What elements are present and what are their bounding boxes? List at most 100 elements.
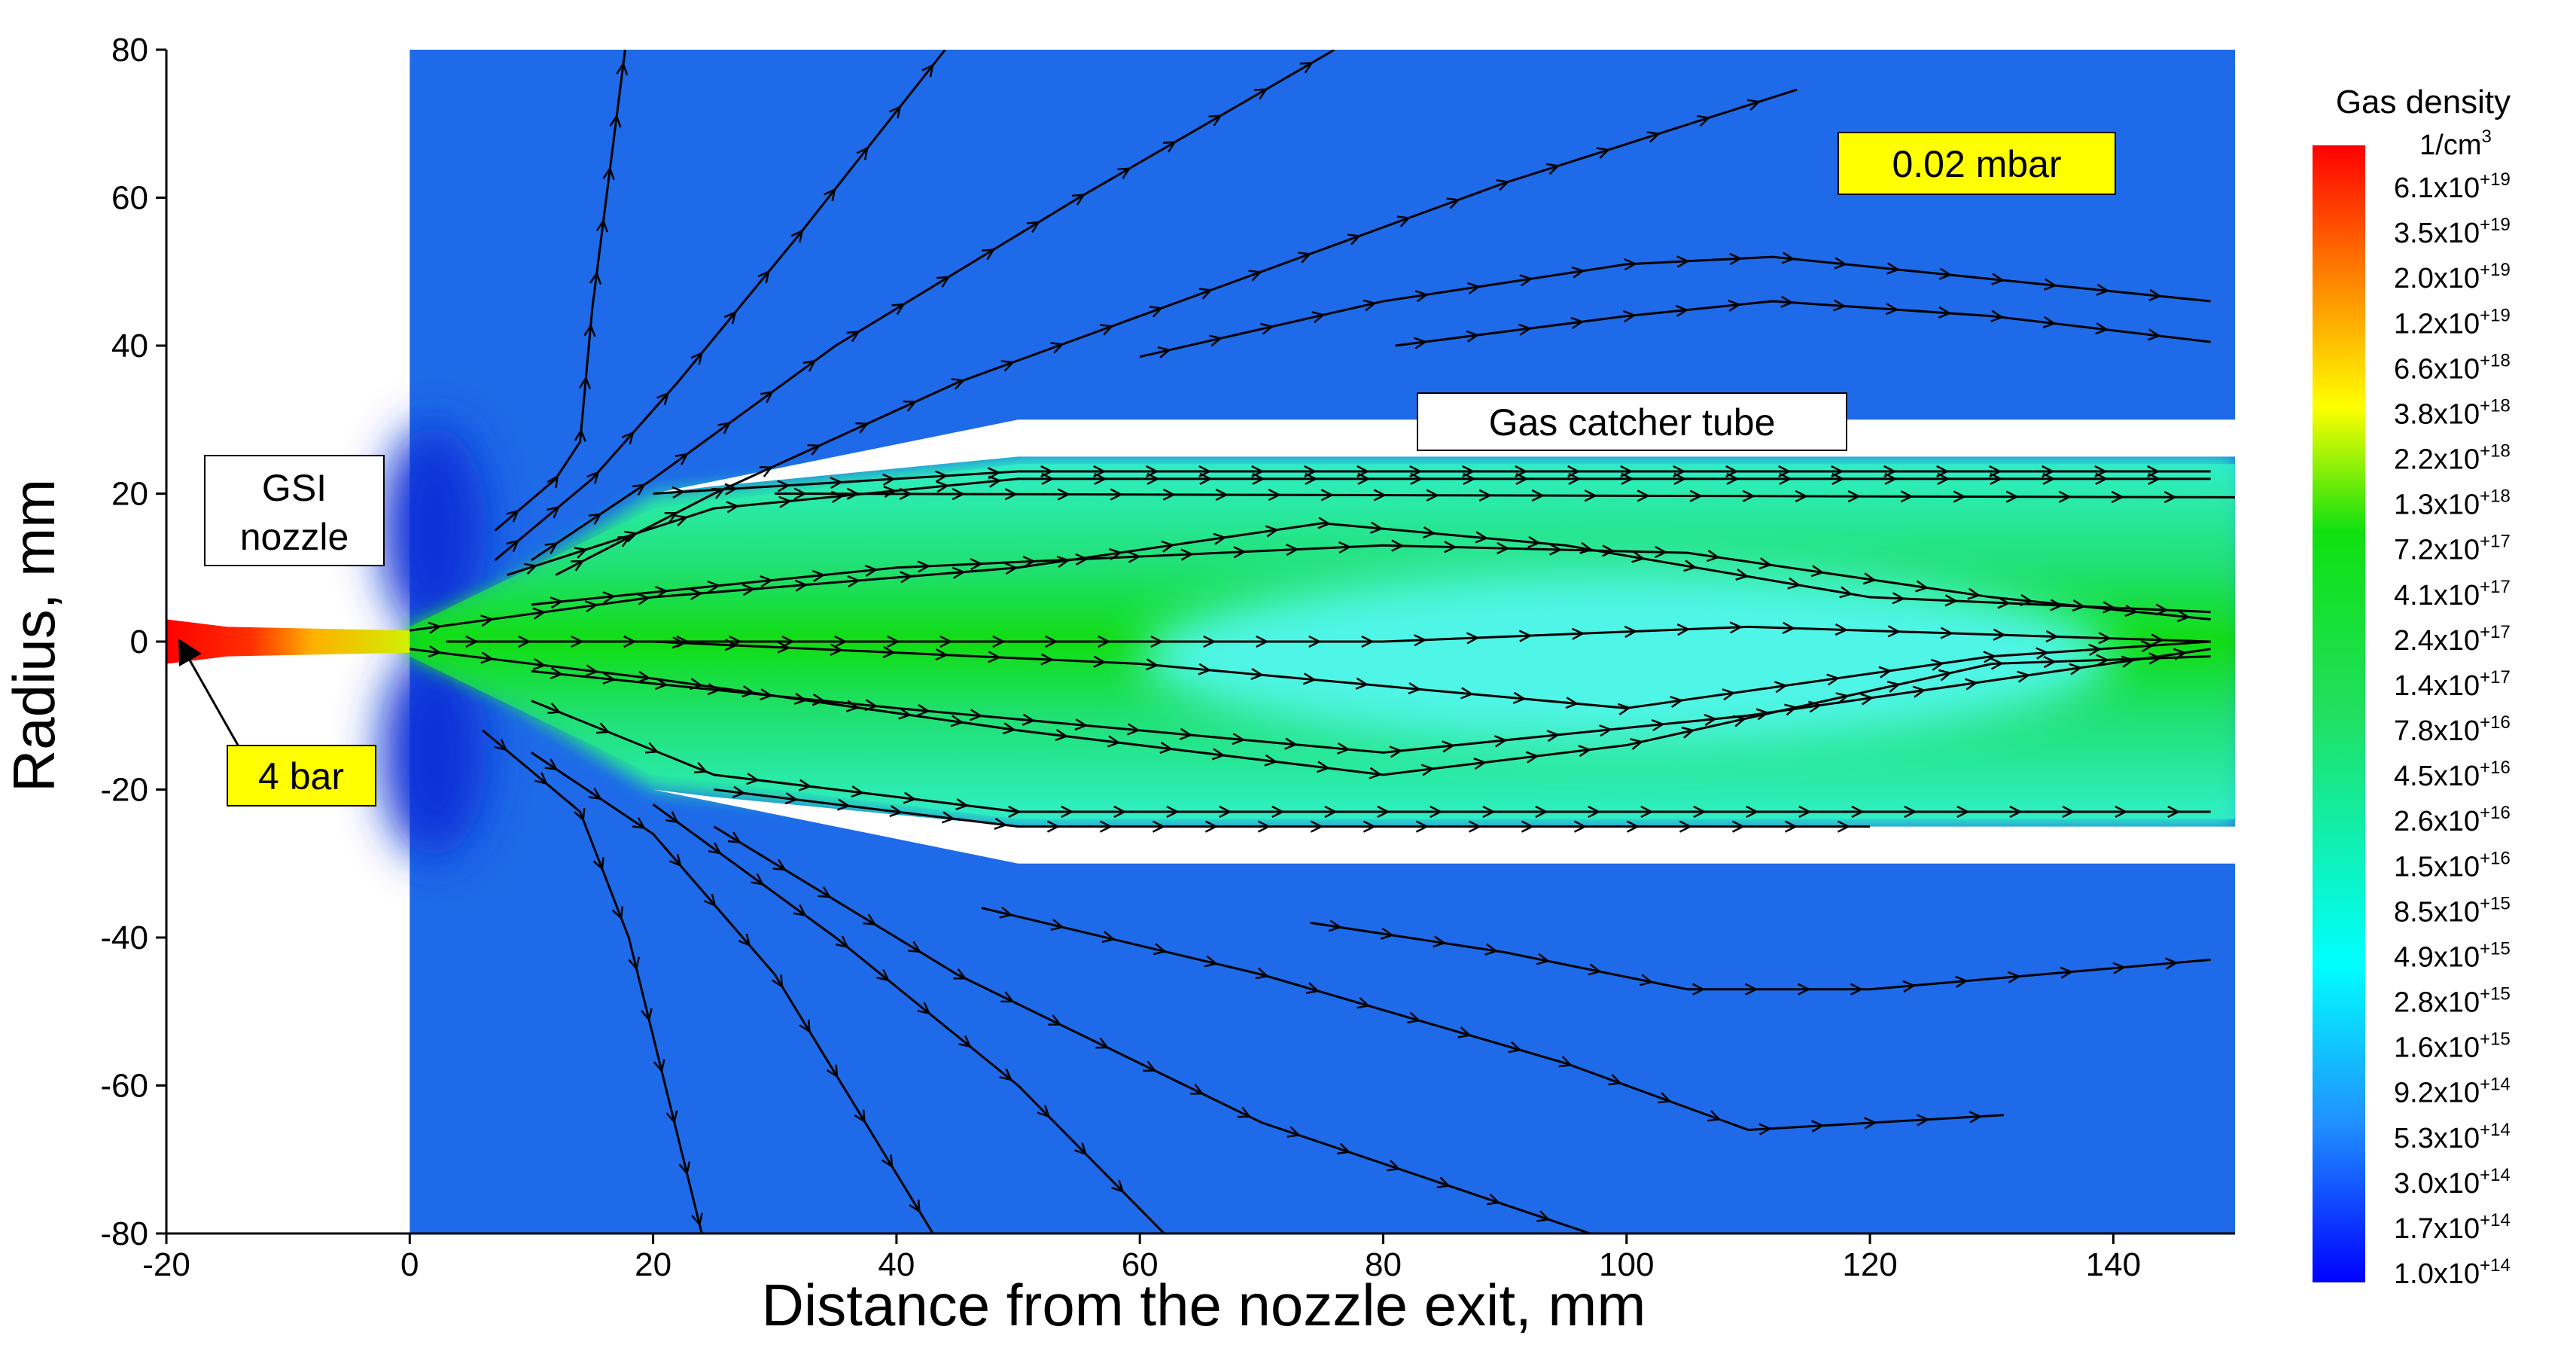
streamline-arrow [1596,147,1611,159]
streamline-arrow [1484,943,1499,956]
streamline-arrow [1675,304,1689,318]
streamline-arrow [1377,805,1390,819]
streamline-arrow [1967,587,1981,600]
streamline-arrow [2050,599,2063,611]
colorbar-label: 1.4x10+17 [2394,667,2511,702]
streamline-arrow [1162,141,1177,153]
streamline-arrow [1208,334,1223,347]
streamline-arrow [616,62,629,76]
streamline-arrow [1646,131,1661,143]
streamline-arrow [2151,633,2164,646]
streamline-arrow [1746,99,1761,111]
streamline-arrow [671,486,686,499]
streamline-arrow [494,738,508,752]
streamline-arrow [1166,805,1180,819]
streamline-arrow [2088,643,2102,656]
streamline-arrow [1758,557,1773,570]
streamline-arrow [544,542,559,554]
streamline-arrow [784,792,799,805]
streamline-arrow [830,643,844,656]
streamline-arrow [1515,465,1528,478]
streamline-arrow [1444,541,1457,553]
streamline-arrow [2060,966,2074,979]
streamline-arrow [506,509,520,523]
streamline-arrow [1689,489,1704,502]
streamline-arrow [665,811,680,824]
streamline-arrow [690,587,703,601]
streamline-arrow [506,539,520,553]
streamline-arrow [1391,539,1405,552]
streamline-arrow [1475,531,1489,544]
streamline-arrow [1037,1105,1051,1118]
streamline-arrow [2094,465,2108,478]
streamline-arrow [1407,1011,1421,1024]
streamline-arrow [1784,820,1798,833]
streamline-arrow [999,1069,1013,1081]
streamline-arrow [1496,178,1510,191]
streamline-arrow [726,501,740,514]
streamline-arrow [1380,927,1394,940]
streamlines [410,50,2235,1233]
streamline-arrow [899,487,913,501]
streamline-arrow [665,1110,678,1124]
streamline-arrow [1482,805,1496,819]
streamline-arrow [1179,727,1193,740]
streamline-arrow [1408,682,1422,695]
streamline-arrow [982,249,996,261]
streamline-arrow [1357,465,1370,478]
streamline-arrow [586,471,600,484]
streamline-arrow [1798,805,1812,819]
colorbar-label: 4.5x10+16 [2394,758,2511,792]
streamline-arrow [856,146,869,160]
streamline-arrow [592,857,604,871]
streamline-arrow [1363,820,1377,833]
streamline-arrow [707,580,721,593]
label-mantissa: 7.2x10 [2394,535,2480,566]
streamline-arrow [1798,983,1811,996]
streamline-arrow [1159,741,1174,755]
streamline-arrow [2020,593,2033,607]
label-mantissa: 1.7x10 [2394,1213,2480,1245]
streamline-arrow [1886,262,1900,275]
streamline-arrow [641,1008,653,1022]
y-tick-label: -20 [100,772,148,809]
x-tick-label: 60 [1122,1246,1159,1283]
streamline-arrow [1284,737,1299,750]
streamline [555,88,1798,576]
streamline-arrow [1008,805,1022,819]
streamline-arrow [1357,996,1371,1009]
streamline-arrow [1055,729,1069,742]
streamline-arrow [1626,820,1640,833]
streamline-arrow [645,742,659,754]
streamline-arrow [1264,754,1278,767]
streamline-arrow [900,571,913,584]
colorbar-label: 2.8x10+15 [2394,984,2511,1019]
streamline-arrow [1061,805,1074,819]
colorbar-label: 7.2x10+17 [2394,532,2511,566]
y-tick-label: 0 [130,624,148,660]
y-tick-label: 80 [111,32,148,69]
streamline-arrow [1298,252,1312,264]
streamline-arrow [1257,820,1271,833]
streamline-arrow [891,303,906,316]
streamline-arrow [1536,953,1551,965]
streamline-arrow [690,351,703,365]
streamline-arrow [1640,805,1654,819]
streamline-arrow [1851,805,1865,819]
streamline-arrow [1755,708,1770,721]
streamline-arrow [863,913,877,925]
label-mantissa: 2.8x10 [2394,987,2480,1019]
streamline-arrow [1045,635,1058,648]
streamline-arrow [1862,572,1877,585]
streamline-arrow [669,853,682,868]
streamline-arrow [1213,532,1227,545]
streamline-arrow [827,1064,839,1078]
streamline-arrow [654,586,668,599]
streamline-arrow [1022,555,1037,569]
streamline-arrow [1784,703,1798,716]
streamline-arrow [1658,1092,1672,1104]
streamline-arrow [602,672,617,685]
streamline-arrow [637,593,651,605]
label-exponent: +19 [2480,260,2511,280]
streamline-arrow [1745,983,1758,996]
